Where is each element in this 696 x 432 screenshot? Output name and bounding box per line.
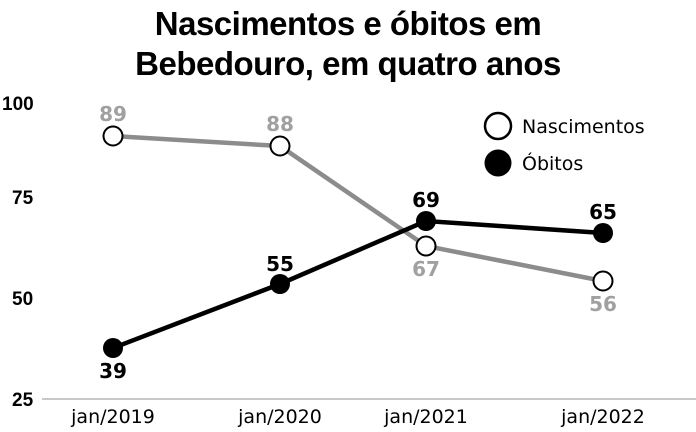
x-tick-2019: jan/2019 xyxy=(70,406,155,428)
obitos-label-2019: 39 xyxy=(99,359,127,383)
legend-open-circle-icon xyxy=(483,111,513,141)
legend-filled-circle-icon xyxy=(484,149,512,177)
obitos-label-2020: 55 xyxy=(266,252,294,276)
nascimentos-label-2019: 89 xyxy=(99,102,127,126)
obitos-line xyxy=(112,218,604,351)
nascimentos-label-2021: 67 xyxy=(412,257,440,281)
x-tick-2022: jan/2022 xyxy=(560,406,645,428)
chart-title: Nascimentos e óbitos em Bebedouro, em qu… xyxy=(0,4,696,84)
y-tick-100: 100 xyxy=(2,94,34,115)
obitos-point-2021 xyxy=(416,211,436,231)
nascimentos-label-2020: 88 xyxy=(266,112,294,136)
obitos-point-2022 xyxy=(593,223,613,243)
legend: Nascimentos Óbitos xyxy=(483,111,645,177)
x-tick-2020: jan/2020 xyxy=(237,406,322,428)
legend-label-nascimentos: Nascimentos xyxy=(522,116,645,138)
obitos-point-2020 xyxy=(270,274,290,294)
y-tick-50: 50 xyxy=(12,289,33,310)
x-tick-2021: jan/2021 xyxy=(383,406,468,428)
obitos-label-2022: 65 xyxy=(589,200,617,224)
obitos-label-2021: 69 xyxy=(412,188,440,212)
title-line-1: Nascimentos e óbitos em xyxy=(154,5,542,42)
obitos-point-2019 xyxy=(103,338,123,358)
legend-label-obitos: Óbitos xyxy=(522,151,583,175)
nascimentos-point-2021 xyxy=(415,235,437,257)
nascimentos-point-2020 xyxy=(269,135,291,157)
nascimentos-label-2022: 56 xyxy=(589,292,617,316)
nascimentos-line xyxy=(112,133,604,284)
nascimentos-point-2019 xyxy=(102,125,124,147)
y-tick-75: 75 xyxy=(12,188,34,209)
nascimentos-point-2022 xyxy=(592,270,614,292)
y-tick-25: 25 xyxy=(12,390,34,411)
title-line-2: Bebedouro, em quatro anos xyxy=(135,45,561,82)
